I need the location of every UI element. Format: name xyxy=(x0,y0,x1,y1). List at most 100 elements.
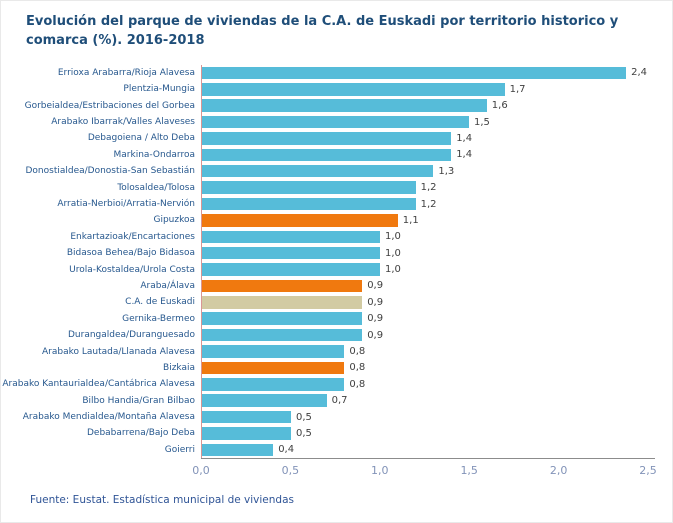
bar-row: Arabako Mendialdea/Montaña Alavesa 0,5 xyxy=(1,408,672,426)
bar-row: Plentzia-Mungia 1,7 xyxy=(1,81,672,98)
value-label: 1,3 xyxy=(438,165,455,177)
bar xyxy=(202,99,487,112)
value-label: 0,7 xyxy=(331,395,348,407)
source-caption: Fuente: Eustat. Estadística municipal de… xyxy=(30,494,294,507)
bar-row: Errioxa Arabarra/Rioja Alavesa 2,4 xyxy=(1,64,672,82)
bar-track: 1,3 xyxy=(201,163,647,180)
bar-track: 0,5 xyxy=(201,408,647,426)
category-label: Tolosaldea/Tolosa xyxy=(117,182,195,193)
bar-row: Durangaldea/Duranguesado 0,9 xyxy=(1,326,672,344)
category-label: Enkartazioak/Encartaciones xyxy=(70,231,195,242)
value-label: 1,0 xyxy=(385,231,401,243)
plot-area: Errioxa Arabarra/Rioja Alavesa 2,4 Plentzi… xyxy=(1,64,672,482)
bar xyxy=(202,427,291,440)
category-label: Arabako Ibarrak/Valles Alaveses xyxy=(51,117,195,128)
x-tick-label: 1,5 xyxy=(460,464,478,478)
bar-track: 1,4 xyxy=(201,130,647,147)
bar xyxy=(202,246,380,260)
bar-track: 2,4 xyxy=(201,64,647,82)
bar-track: 1,0 xyxy=(201,261,647,278)
bar xyxy=(202,443,274,457)
value-label: 0,5 xyxy=(296,427,312,439)
value-label: 0,8 xyxy=(349,378,366,390)
value-label: 0,8 xyxy=(349,346,366,358)
bar-track: 1,0 xyxy=(201,244,647,262)
bar xyxy=(202,197,416,211)
bar-track: 0,8 xyxy=(201,376,647,393)
category-label: Arabako Kantaurialdea/Cantábrica Alavesa xyxy=(2,379,195,390)
bar-row: Debagoiena / Alto Deba 1,4 xyxy=(1,130,672,147)
bar-row: Arabako Ibarrak/Valles Alaveses 1,5 xyxy=(1,113,672,131)
bar-row: Enkartazioak/Encartaciones 1,0 xyxy=(1,228,672,245)
bar-track: 1,2 xyxy=(201,195,647,213)
value-label: 0,9 xyxy=(367,313,384,325)
bar-rows: Errioxa Arabarra/Rioja Alavesa 2,4 Plentzi… xyxy=(1,64,672,459)
bar-row: Arabako Lautada/Llanada Alavesa 0,8 xyxy=(1,343,672,360)
category-label: Goierri xyxy=(164,444,195,455)
bar xyxy=(202,66,627,80)
bar-track: 1,5 xyxy=(201,113,647,131)
bar xyxy=(202,394,327,407)
bar-row: Urola-Kostaldea/Urola Costa 1,0 xyxy=(1,261,672,278)
bar xyxy=(202,263,380,276)
bar-row: Gipuzkoa 1,1 xyxy=(1,212,672,229)
category-label: Bizkaia xyxy=(163,362,195,373)
chart-title: Evolución del parque de viviendas de la … xyxy=(26,14,619,48)
x-axis-line xyxy=(201,458,655,460)
bar-row: Bizkaia 0,8 xyxy=(1,359,672,377)
x-tick-label: 0,0 xyxy=(192,464,210,478)
bar-track: 0,9 xyxy=(201,326,647,344)
x-axis-ticks: 0,0 0,5 1,0 1,5 2,0 2,5 xyxy=(192,464,657,482)
value-label: 1,2 xyxy=(420,198,437,210)
bar-row: Arratia-Nerbioi/Arratia-Nervión 1,2 xyxy=(1,195,672,213)
value-label: 1,6 xyxy=(491,100,508,112)
bar-track: 0,7 xyxy=(201,392,647,409)
bar-row: Goierri 0,4 xyxy=(1,441,672,459)
value-label: 1,7 xyxy=(509,83,526,95)
bar-track: 0,4 xyxy=(201,441,647,459)
category-label: Bidasoa Behea/Bajo Bidasoa xyxy=(66,248,195,259)
value-label: 1,0 xyxy=(385,264,401,276)
bar xyxy=(202,312,363,325)
category-label: Donostialdea/Donostia-San Sebastián xyxy=(25,166,195,177)
bar xyxy=(202,296,363,309)
bar xyxy=(202,230,380,244)
category-label: Debagoiena / Alto Deba xyxy=(87,133,195,144)
bar-row: Gernika-Bermeo 0,9 xyxy=(1,310,672,327)
category-label: Debabarrena/Bajo Deba xyxy=(86,428,195,439)
bar xyxy=(202,361,345,375)
bar-track: 0,8 xyxy=(201,359,647,377)
bar-track: 0,8 xyxy=(201,343,647,360)
bar xyxy=(202,410,291,424)
bar-track: 1,0 xyxy=(201,228,647,245)
bar-row: Markina-Ondarroa 1,4 xyxy=(1,146,672,164)
category-label: Gipuzkoa xyxy=(153,215,195,226)
bar-row: Tolosaldea/Tolosa 1,2 xyxy=(1,179,672,196)
bar xyxy=(202,148,452,162)
bar-track: 1,7 xyxy=(201,81,647,98)
bar-track: 0,5 xyxy=(201,425,647,442)
bar xyxy=(202,345,345,358)
category-label: Urola-Kostaldea/Urola Costa xyxy=(69,264,195,275)
value-label: 0,9 xyxy=(367,329,384,341)
category-label: Bilbo Handia/Gran Bilbao xyxy=(82,395,195,406)
bar xyxy=(202,164,434,178)
bar-track: 1,4 xyxy=(201,146,647,164)
bar xyxy=(202,328,363,342)
bar-row: Araba/Álava 0,9 xyxy=(1,277,672,295)
bar-row: Gorbeialdea/Estribaciones del Gorbea 1,6 xyxy=(1,97,672,114)
value-label: 1,4 xyxy=(456,149,473,161)
value-label: 2,4 xyxy=(631,67,647,79)
bar xyxy=(202,378,345,391)
value-label: 1,0 xyxy=(385,247,401,259)
category-label: C.A. de Euskadi xyxy=(125,297,195,308)
bar-track: 1,2 xyxy=(201,179,647,196)
value-label: 0,9 xyxy=(367,296,384,308)
x-tick-label: 2,5 xyxy=(639,464,657,478)
bar-row: C.A. de Euskadi 0,9 xyxy=(1,294,672,311)
value-label: 0,4 xyxy=(278,444,295,456)
x-tick-label: 0,5 xyxy=(281,464,300,478)
category-label: Gorbeialdea/Estribaciones del Gorbea xyxy=(24,100,195,111)
bar-track: 0,9 xyxy=(201,294,647,311)
